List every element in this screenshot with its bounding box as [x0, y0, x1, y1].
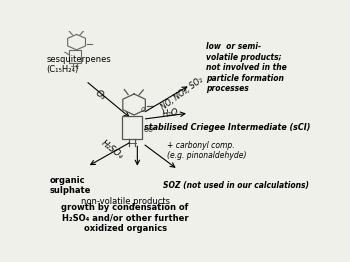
Text: stabilised Criegee Intermediate (sCI): stabilised Criegee Intermediate (sCI): [144, 123, 310, 132]
Text: sesquiterpenes
(C₁₅H₂₄): sesquiterpenes (C₁₅H₂₄): [47, 55, 111, 74]
Text: o: o: [141, 105, 146, 113]
Text: H₂O: H₂O: [162, 108, 179, 119]
Text: growth by condensation of
H₂SO₄ and/or other further
oxidized organics: growth by condensation of H₂SO₄ and/or o…: [62, 203, 189, 233]
Text: low  or semi-
volatile products;
not involved in the
particle formation
processe: low or semi- volatile products; not invo…: [206, 42, 287, 93]
Text: NO, NO₂, SO₂: NO, NO₂, SO₂: [159, 76, 204, 112]
Text: + carbonyl comp.
(e.g. pinonaldehyde): + carbonyl comp. (e.g. pinonaldehyde): [167, 141, 247, 160]
Text: organic
sulphate: organic sulphate: [49, 176, 91, 195]
Text: O₃: O₃: [94, 88, 108, 102]
Text: H₂SO₄: H₂SO₄: [99, 138, 125, 161]
Text: non-volatile products: non-volatile products: [80, 197, 170, 206]
Text: oo·: oo·: [144, 125, 156, 134]
Text: SOZ (not used in our calculations): SOZ (not used in our calculations): [163, 181, 309, 190]
